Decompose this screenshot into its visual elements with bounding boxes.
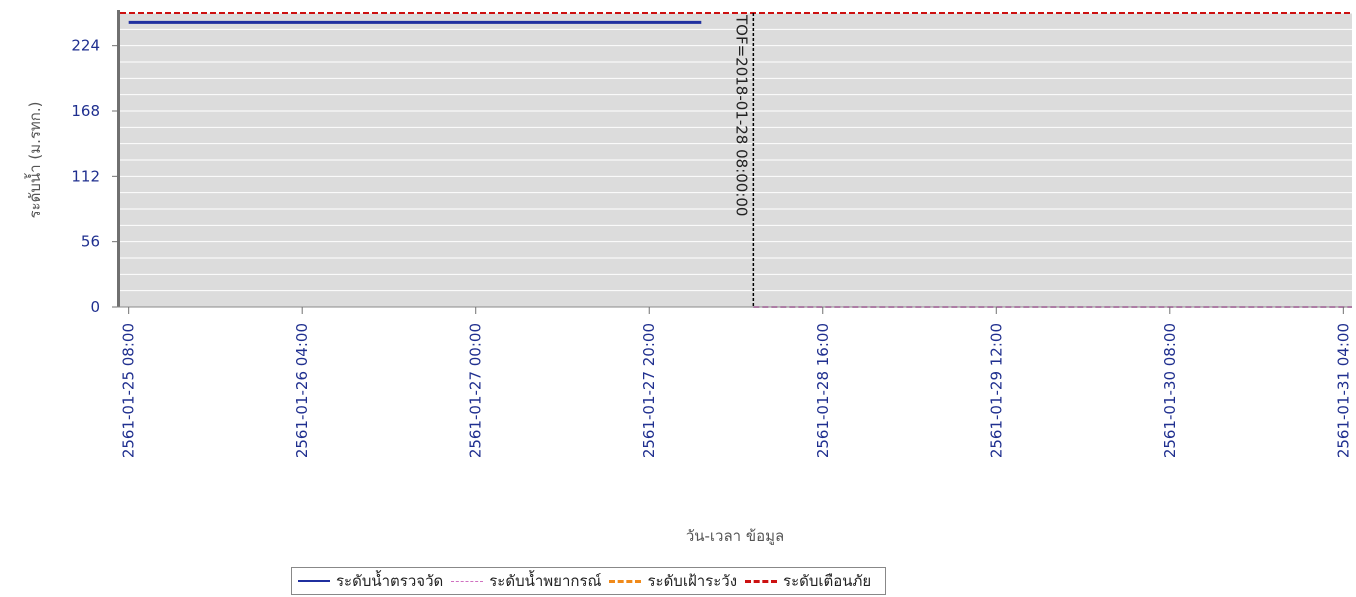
x-tick-label: 2561-01-26 04:00	[293, 323, 311, 458]
tof-annotation: TOF=2018-01-28 08:00:00	[732, 14, 750, 216]
x-tick-label: 2561-01-27 20:00	[640, 323, 658, 458]
legend-label: ระดับเตือนภัย	[783, 572, 872, 590]
legend-swatch	[745, 579, 778, 583]
legend-item: ระดับน้ำตรวจวัด	[298, 569, 443, 593]
axes: 0 56 112 168 224 2561-01-25 08:00 2561-01-26 0…	[71, 10, 1352, 458]
legend-item: ระดับเฝ้าระวัง	[609, 569, 737, 593]
legend: ระดับน้ำตรวจวัด ระดับน้ำพยากรณ์ ระดับเฝ้าร…	[291, 567, 887, 595]
y-tick-label: 224	[71, 37, 100, 55]
legend-item: ระดับน้ำพยากรณ์	[451, 569, 601, 593]
legend-label: ระดับน้ำพยากรณ์	[489, 572, 602, 590]
legend-swatch	[298, 580, 330, 582]
y-tick-label: 56	[81, 233, 100, 251]
x-tick-label: 2561-01-30 08:00	[1161, 323, 1179, 458]
legend-label: ระดับน้ำตรวจวัด	[336, 572, 444, 590]
x-tick-label: 2561-01-31 04:00	[1334, 323, 1352, 458]
legend-item: ระดับเตือนภัย	[745, 569, 871, 593]
x-tick-label: 2561-01-27 00:00	[467, 323, 485, 458]
x-tick-label: 2561-01-29 12:00	[987, 323, 1005, 458]
legend-swatch	[609, 579, 642, 583]
y-axis-line	[117, 10, 120, 307]
legend-swatch	[451, 580, 484, 582]
legend-label: ระดับเฝ้าระวัง	[647, 572, 738, 590]
x-tick-label: 2561-01-25 08:00	[120, 323, 138, 458]
y-tick-label: 168	[71, 102, 100, 120]
x-tick-label: 2561-01-28 16:00	[814, 323, 832, 458]
y-tick-label: 0	[90, 298, 100, 316]
y-axis-title: ระดับน้ำ (ม.รทก.)	[24, 102, 44, 219]
y-tick-label: 112	[71, 167, 100, 185]
annotation-layer: TOF=2018-01-28 08:00:00	[732, 13, 755, 307]
x-axis-title: วัน-เวลา ข้อมูล	[686, 527, 784, 545]
